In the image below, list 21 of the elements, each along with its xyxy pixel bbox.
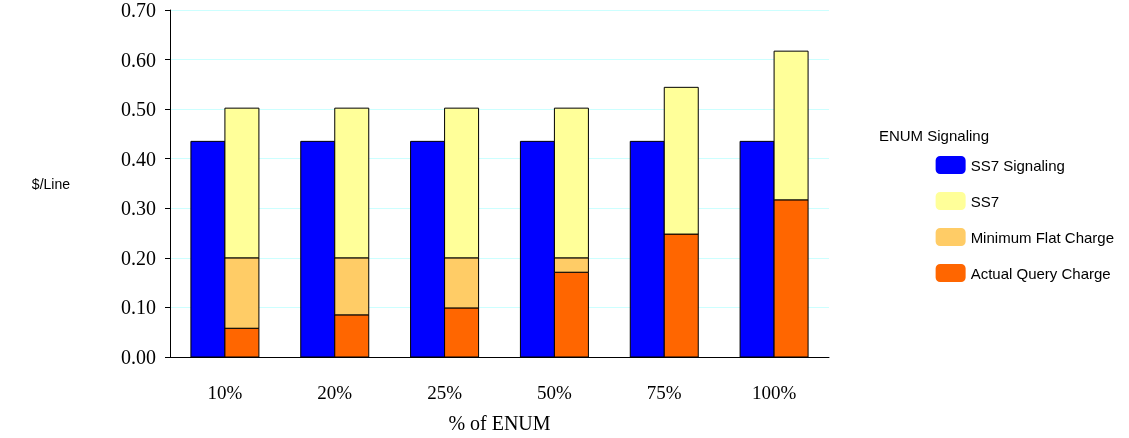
- legend-label: SS7 Signaling: [970, 156, 1065, 174]
- y-axis-title: $/Line: [31, 175, 71, 192]
- text: ENUM Signaling: [878, 127, 989, 144]
- y-tick-label: 0.10: [121, 296, 156, 319]
- y-tick-label: 0.20: [121, 246, 156, 269]
- y-tick-label: 0.40: [121, 147, 156, 170]
- x-tick-label: 10%: [207, 382, 243, 403]
- legend-label: SS7: [970, 192, 999, 210]
- y-tick-label: 0.00: [121, 346, 156, 368]
- x-tick-label: 20%: [317, 382, 353, 403]
- y-tick-label: 0.50: [121, 98, 156, 121]
- legend-label: Minimum Flat Charge: [970, 228, 1114, 246]
- y-tick-label: 0.60: [121, 48, 156, 71]
- x-tick-label: 100%: [751, 382, 797, 403]
- x-axis-title: % of ENUM: [448, 412, 551, 434]
- x-tick-label: 75%: [646, 382, 682, 403]
- x-tick-label: 50%: [537, 382, 572, 403]
- legend-label: Actual Query Charge: [970, 264, 1111, 282]
- x-tick-label: 25%: [427, 382, 463, 403]
- y-tick-label: 0.70: [121, 0, 156, 21]
- y-tick-label: 0.30: [121, 197, 156, 220]
